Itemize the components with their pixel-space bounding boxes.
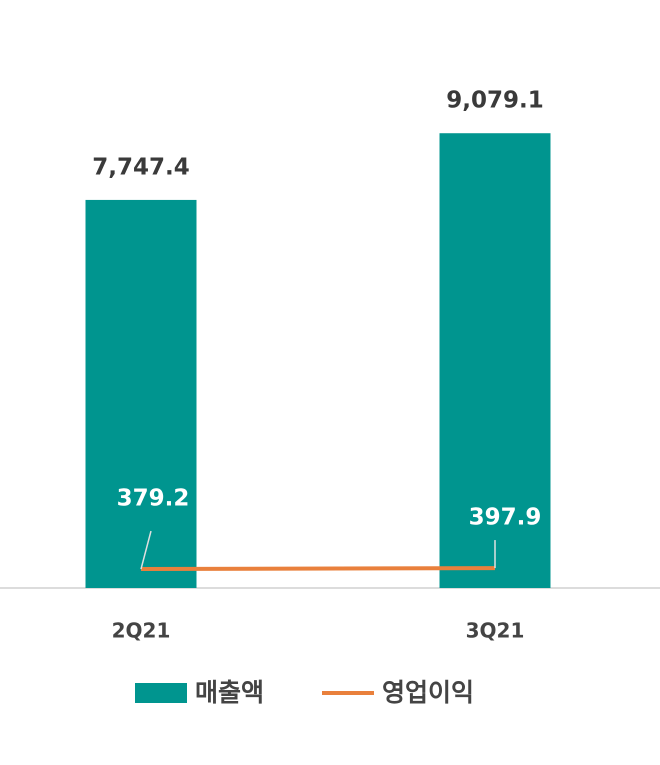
legend-swatch <box>135 683 187 703</box>
legend-label: 영업이익 <box>382 678 474 707</box>
legend-label: 매출액 <box>195 678 264 707</box>
value-label: 397.9 <box>469 505 542 531</box>
value-label: 9,079.1 <box>446 88 544 114</box>
value-label: 7,747.4 <box>92 154 190 180</box>
bar <box>439 133 551 589</box>
value-label: 379.2 <box>117 486 190 512</box>
leader-line <box>140 530 152 570</box>
line <box>140 566 496 572</box>
x-tick-label: 2Q21 <box>112 619 171 643</box>
bar <box>85 199 197 588</box>
x-tick-label: 3Q21 <box>466 619 525 643</box>
